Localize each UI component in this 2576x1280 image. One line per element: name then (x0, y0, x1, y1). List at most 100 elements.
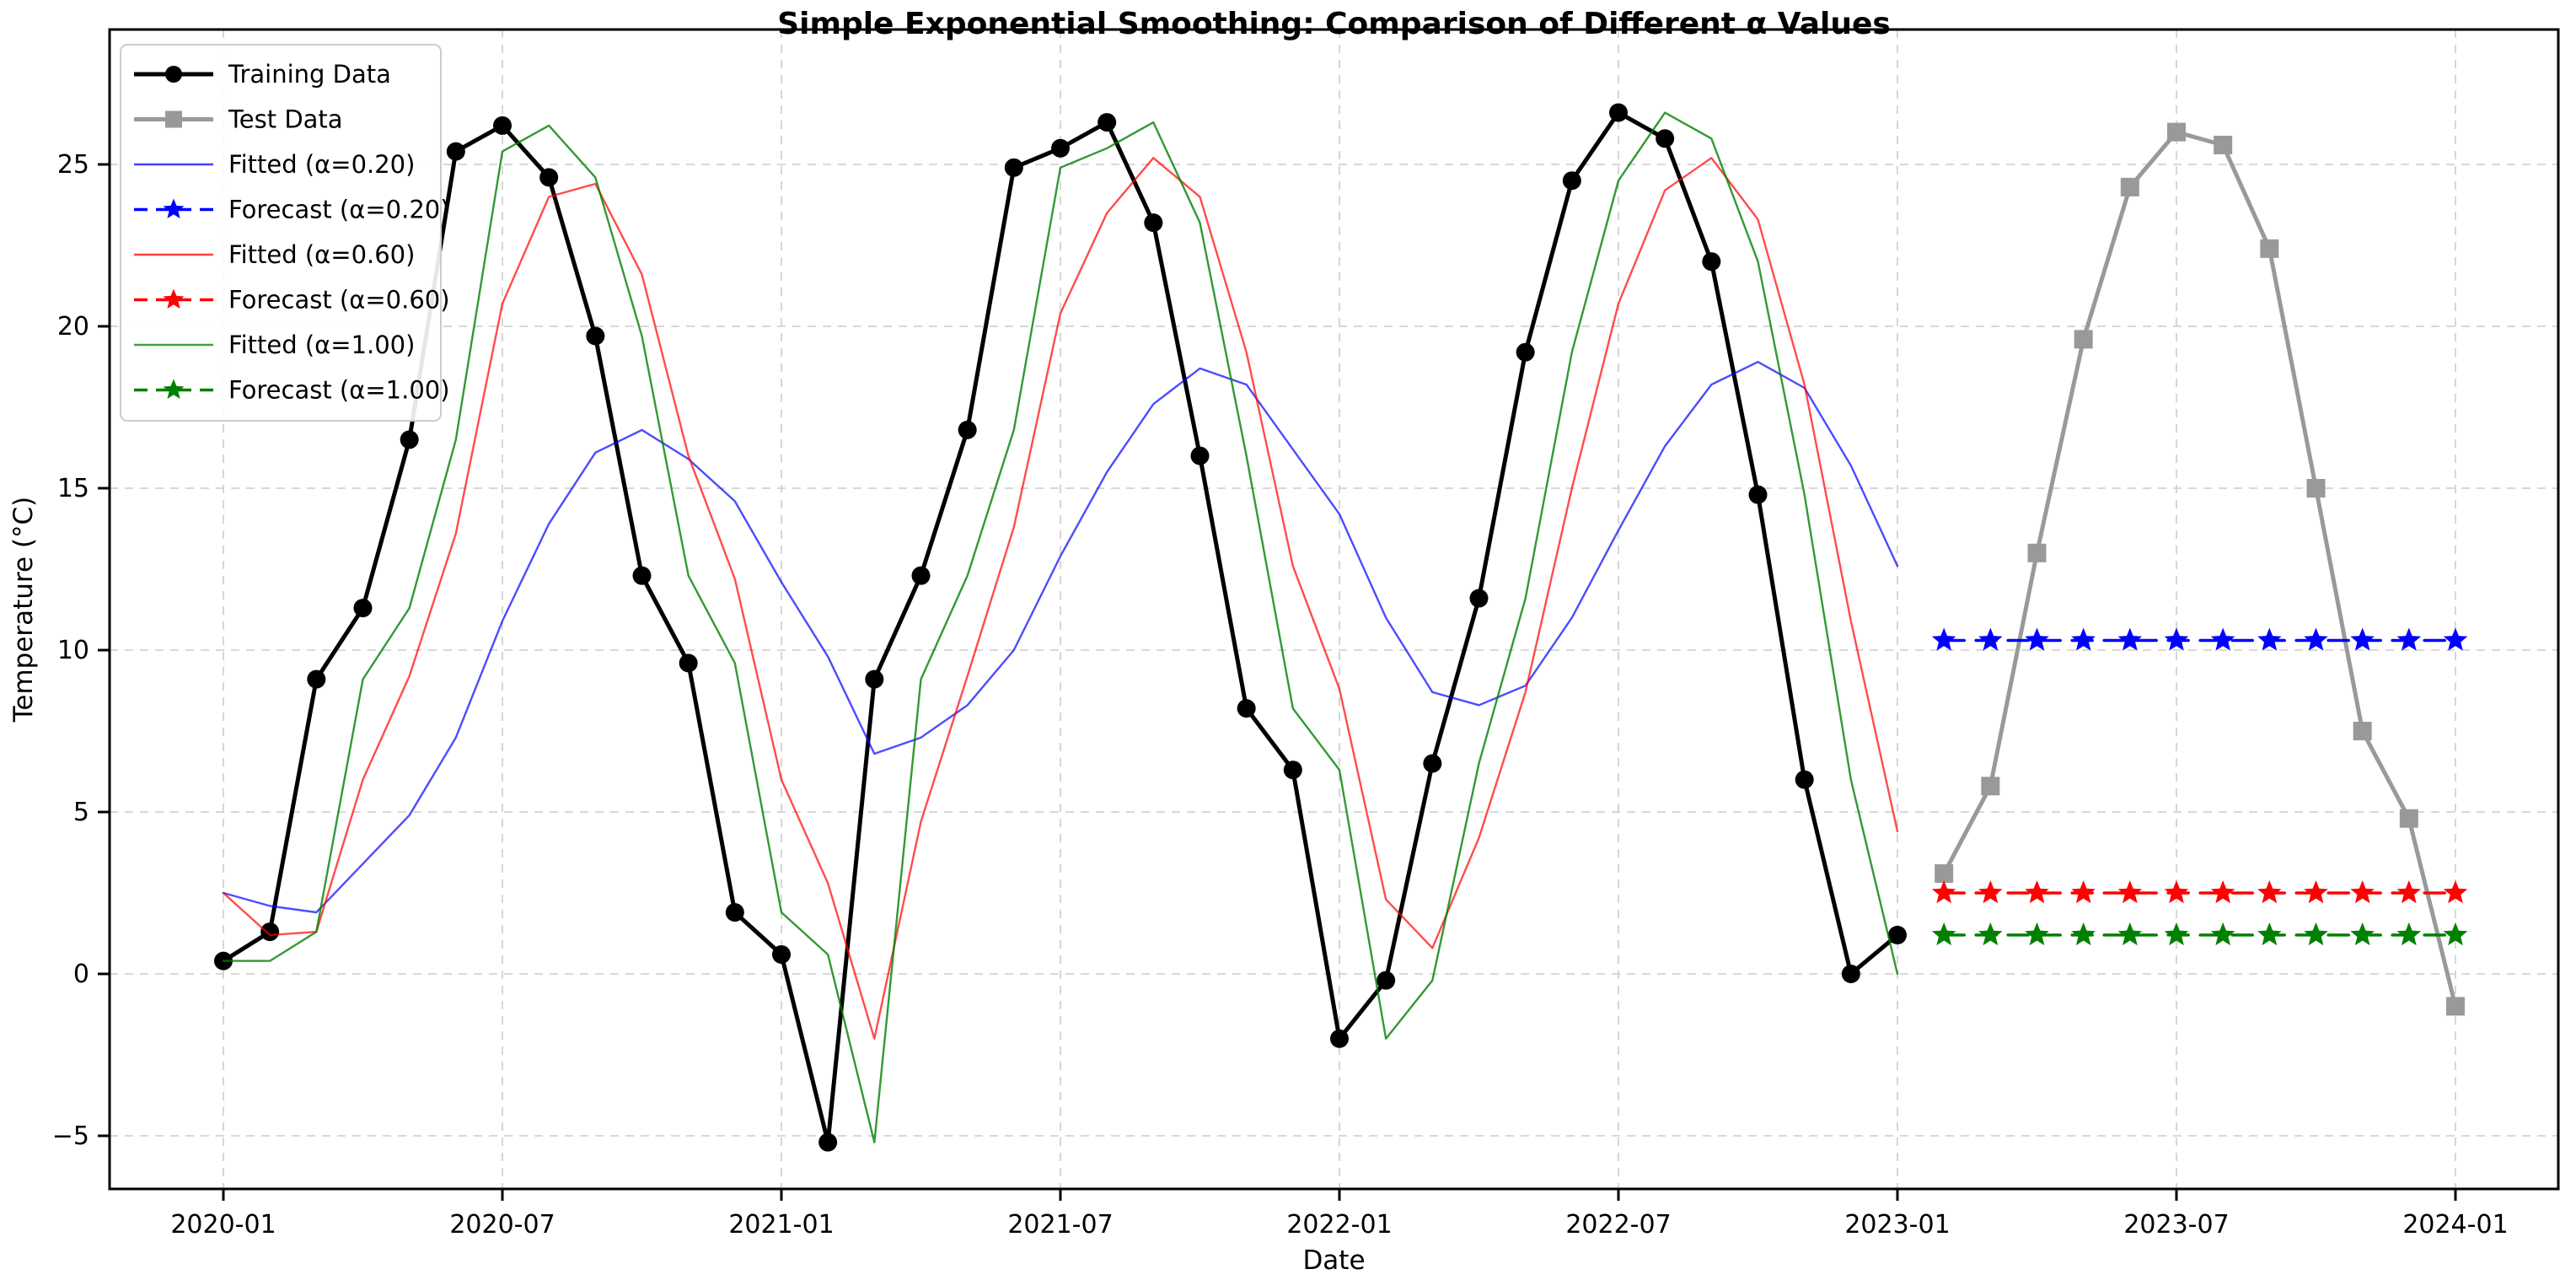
data-point-star (1931, 880, 1956, 904)
legend-item: Fitted (α=1.00) (134, 331, 415, 359)
data-point-square (2214, 135, 2233, 154)
x-tick-label: 2020-07 (449, 1210, 555, 1240)
data-point-star (2350, 922, 2375, 946)
legend-item-label: Test Data (228, 105, 343, 134)
data-point-square (2353, 722, 2372, 740)
legend-item: Forecast (α=0.20) (134, 196, 450, 224)
data-point-star (2350, 880, 2375, 904)
data-point-circle (1144, 213, 1163, 233)
data-point-circle (539, 168, 559, 187)
chart-title: Simple Exponential Smoothing: Comparison… (777, 7, 1891, 41)
data-point-circle (911, 566, 931, 585)
series-line (1941, 130, 2458, 1008)
data-point-square (2260, 239, 2279, 258)
data-point-square (2306, 479, 2326, 497)
legend-star-marker (163, 288, 185, 309)
data-point-star (2396, 880, 2422, 904)
data-point-circle (446, 142, 465, 161)
data-point-circle (1469, 589, 1489, 608)
data-point-star (2304, 627, 2328, 651)
data-point-square (1935, 863, 1954, 883)
data-point-star (2071, 627, 2096, 651)
data-point-circle (1702, 252, 1721, 272)
data-point-circle (1190, 446, 1210, 465)
series-line (222, 157, 1899, 1041)
data-point-square (2399, 809, 2418, 828)
legend-item: Training Data (134, 60, 391, 89)
data-point-circle (1795, 770, 1814, 789)
x-tick-label: 2023-07 (2123, 1210, 2229, 1240)
y-tick-label: 15 (57, 474, 89, 503)
data-point-star (2304, 880, 2328, 904)
data-point-square (2446, 997, 2466, 1016)
data-point-square (2027, 543, 2047, 562)
series-fitted-0-60 (222, 157, 1899, 1041)
data-point-circle (400, 430, 419, 449)
legend-item-label: Forecast (α=1.00) (228, 376, 450, 405)
legend-item: Test Data (134, 105, 343, 134)
data-point-square (1981, 777, 2000, 796)
data-point-circle (865, 670, 884, 689)
data-point-star (1978, 627, 2003, 651)
data-point-star (2396, 922, 2422, 946)
data-point-square (2120, 177, 2139, 196)
data-point-star (2025, 880, 2049, 904)
axes-spines (108, 28, 2560, 1191)
y-tick-label: −5 (52, 1121, 89, 1151)
data-point-star (2210, 627, 2235, 651)
data-point-circle (632, 566, 652, 585)
data-point-star (2443, 880, 2468, 904)
data-point-circle (1004, 158, 1023, 177)
legend-circle-marker (165, 66, 182, 83)
data-point-circle (1609, 103, 1629, 122)
data-point-circle (493, 116, 513, 135)
data-point-circle (818, 1132, 838, 1152)
y-axis-label: Temperature (°C) (8, 497, 39, 723)
legend-item: Fitted (α=0.20) (134, 150, 415, 179)
data-point-star (2443, 922, 2468, 946)
series-forecast-1-00 (1931, 922, 2468, 946)
data-point-circle (1237, 699, 1256, 718)
data-point-circle (1656, 129, 1675, 148)
data-point-circle (1423, 754, 1442, 773)
data-point-star (2257, 627, 2282, 651)
data-point-circle (1516, 342, 1535, 362)
legend-item-label: Fitted (α=1.00) (228, 331, 415, 359)
x-tick-label: 2023-01 (1844, 1210, 1950, 1240)
y-tick-label: 20 (57, 312, 89, 342)
x-tick-label: 2022-07 (1565, 1210, 1671, 1240)
data-point-star (2117, 627, 2143, 651)
x-axis-label: Date (1302, 1245, 1365, 1276)
data-point-star (1931, 627, 1956, 651)
series-line (222, 361, 1899, 914)
data-point-star (2304, 922, 2328, 946)
data-point-star (2071, 880, 2096, 904)
y-tick-label: 25 (57, 150, 89, 180)
data-point-circle (679, 653, 698, 673)
data-point-circle (1097, 113, 1117, 132)
data-point-circle (958, 420, 977, 439)
data-point-star (2025, 922, 2049, 946)
data-point-circle (307, 670, 326, 689)
x-tick-label: 2022-01 (1286, 1210, 1392, 1240)
legend-square-marker (165, 110, 182, 128)
data-point-circle (1841, 965, 1860, 983)
data-point-star (2071, 922, 2096, 946)
data-point-star (1931, 922, 1956, 946)
series-test-data (1935, 122, 2466, 1016)
data-point-star (1978, 922, 2003, 946)
data-point-star (2164, 627, 2189, 651)
series-training-data (214, 103, 1908, 1152)
series-line (222, 111, 1899, 1143)
data-point-circle (1377, 971, 1396, 990)
data-point-star (2117, 922, 2143, 946)
data-point-star (2164, 880, 2189, 904)
data-point-star (2396, 627, 2422, 651)
data-point-circle (1283, 761, 1302, 780)
data-point-circle (1562, 171, 1581, 191)
data-point-circle (1888, 925, 1908, 944)
data-point-circle (1330, 1029, 1350, 1048)
data-point-circle (586, 326, 605, 346)
